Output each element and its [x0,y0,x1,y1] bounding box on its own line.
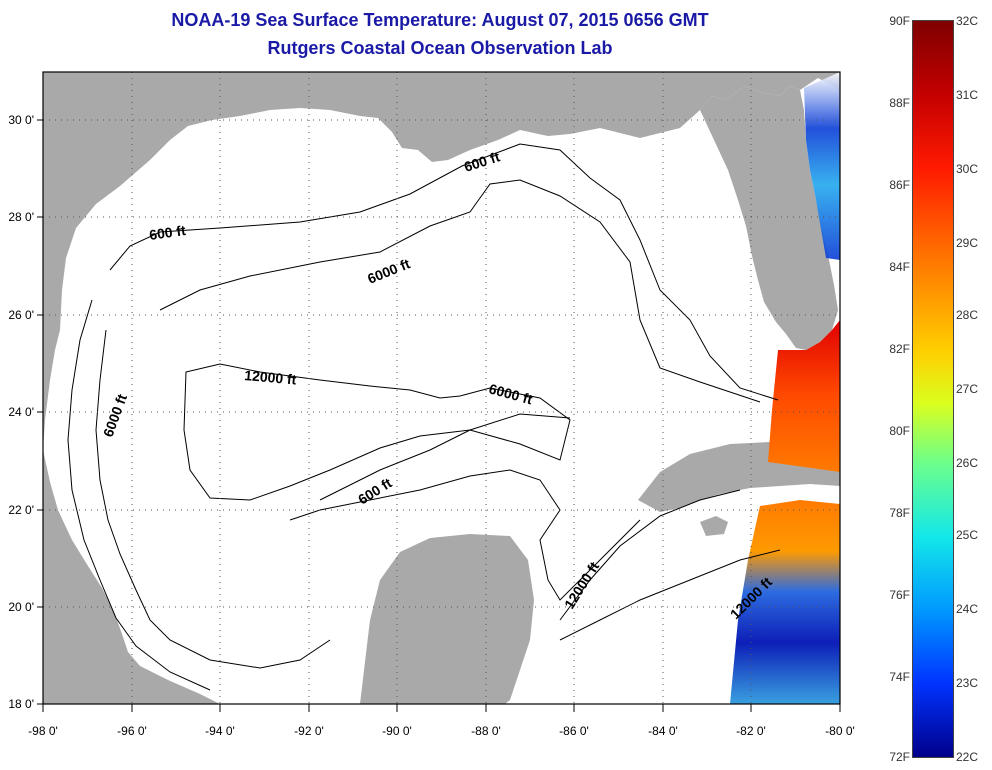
colorbar-f-label: 84F [889,260,910,274]
colorbar-c-label: 25C [956,528,979,542]
colorbar-c-label: 26C [956,456,979,470]
colorbar-c-label: 30C [956,162,979,176]
colorbar-f-label: 80F [889,424,910,438]
colorbar-f-label: 88F [889,96,910,110]
sst-swath-north [804,72,840,260]
colorbar-c-label: 31C [956,88,979,102]
contour-600-yucatan [289,469,641,601]
contour-south-east [559,549,781,641]
lon-tick-label: -96 0' [117,724,147,738]
lat-tick-label: 26 0' [8,308,34,322]
lon-tick-label: -88 0' [471,724,501,738]
temperature-colorbar [912,20,954,758]
colorbar-f-label: 90F [889,14,910,28]
contour-label: 12000 ft [244,367,298,388]
map-title: NOAA-19 Sea Surface Temperature: August … [171,10,709,30]
colorbar-c-label: 27C [956,382,979,396]
colorbar-f-label: 74F [889,670,910,684]
sst-swath-middle [768,320,840,472]
lon-tick-label: -80 0' [825,724,855,738]
lon-tick-label: -90 0' [382,724,412,738]
lon-tick-label: -84 0' [648,724,678,738]
contour-600-north [109,143,779,401]
colorbar-c-label: 23C [956,676,979,690]
lat-tick-label: 28 0' [8,210,34,224]
contour-label: 600 ft [148,222,187,243]
colorbar-c-label: 29C [956,236,979,250]
lon-tick-label: -98 0' [28,724,58,738]
lat-tick-label: 22 0' [8,503,34,517]
colorbar-f-label: 72F [889,750,910,764]
map-subtitle: Rutgers Coastal Ocean Observation Lab [267,38,613,58]
land-florida [700,86,838,350]
lat-tick-label: 20 0' [8,600,34,614]
lat-tick-label: 24 0' [8,405,34,419]
contour-6000-west [95,329,331,669]
land-mexico [43,450,220,704]
colorbar-c-label: 24C [956,602,979,616]
contour-6000-north [159,179,761,403]
contour-12000-south [559,489,741,621]
colorbar-c-label: 32C [956,14,979,28]
colorbar-f-label: 76F [889,588,910,602]
colorbar-f-label: 78F [889,506,910,520]
land-yucatan [360,534,534,704]
contour-600-west [67,299,211,691]
colorbar-f-label: 86F [889,178,910,192]
lon-tick-label: -82 0' [736,724,766,738]
lon-tick-label: -92 0' [294,724,324,738]
land-island [700,516,728,536]
lat-tick-label: 30 0' [8,113,34,127]
sst-swath-south [730,500,840,704]
lon-tick-label: -86 0' [559,724,589,738]
lon-tick-label: -94 0' [205,724,235,738]
colorbar-c-label: 28C [956,308,979,322]
colorbar-c-label: 22C [956,750,979,764]
contour-6000-east [319,413,571,501]
map-frame [42,71,841,705]
lat-tick-label: 18 0' [8,697,34,711]
land-us-coast [43,72,840,450]
contour-12000 [183,363,571,501]
colorbar-f-label: 82F [889,342,910,356]
